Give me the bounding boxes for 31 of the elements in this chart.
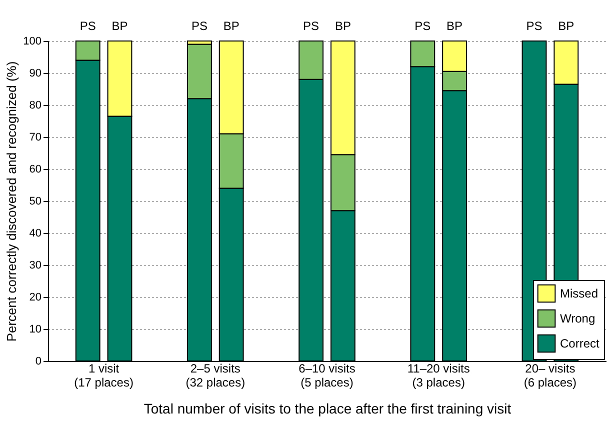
x-tick-label: PS <box>80 19 96 33</box>
y-tick-label: 60 <box>29 164 42 176</box>
y-tick-label: 0 <box>35 356 42 368</box>
annotation: 11–20 visits (3 places) <box>407 362 470 390</box>
y-tick-label: 90 <box>29 68 42 80</box>
y-tick-label: 50 <box>29 196 42 208</box>
y-tick-label: 70 <box>29 132 42 144</box>
x-tick-label: PS <box>414 19 431 33</box>
x-tick-label: PS <box>303 19 320 33</box>
y-tick-label: 20 <box>29 292 42 304</box>
x-tick-label: BP <box>446 19 463 33</box>
y-tick-label: 80 <box>29 100 42 112</box>
y-tick-label: 100 <box>23 36 42 48</box>
annotation: 20– visits (6 places) <box>524 362 577 390</box>
legend-label: Correct <box>560 336 600 350</box>
annotation: 1 visit (17 places) <box>74 362 134 390</box>
x-tick-label: PS <box>191 19 208 33</box>
annotation: 2–5 visits (32 places) <box>186 362 246 390</box>
legend-label: Missed <box>560 286 598 300</box>
y-tick-label: 10 <box>29 324 42 336</box>
x-axis-title: Total number of visits to the place after the first training visit <box>144 400 512 416</box>
y-axis-title: Percent correctly discovered and recognized (%) <box>4 61 20 342</box>
x-tick-label: BP <box>558 19 574 33</box>
annotation: 6–10 visits (5 places) <box>298 362 356 390</box>
x-tick-label: BP <box>223 19 240 33</box>
x-tick-label: BP <box>334 19 351 33</box>
x-tick-label: PS <box>526 19 542 33</box>
legend-label: Wrong <box>560 312 596 326</box>
y-tick-label: 40 <box>29 228 42 240</box>
y-tick-label: 30 <box>29 260 42 272</box>
x-tick-label: BP <box>112 19 128 33</box>
